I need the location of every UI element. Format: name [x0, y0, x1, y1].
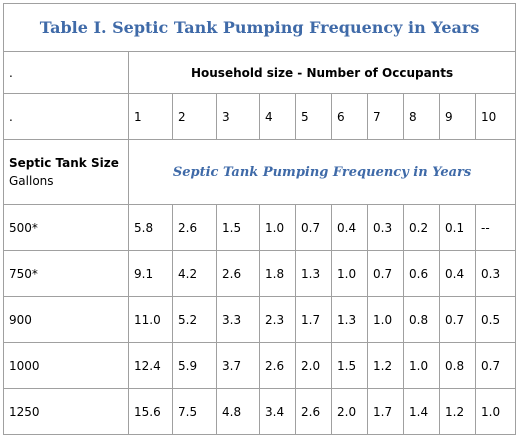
frequency-cell: 7.5: [172, 388, 217, 435]
frequency-cell: 0.7: [439, 296, 476, 343]
frequency-cell: 1.0: [474, 388, 517, 435]
frequency-cell: 1.0: [331, 250, 368, 297]
table-row: 750* 9.1 4.2 2.6 1.8 1.3 1.0 0.7 0.6 0.4…: [3, 250, 517, 297]
title-row: Table I. Septic Tank Pumping Frequency i…: [2, 3, 517, 52]
household-header-row: . Household size - Number of Occupants: [3, 51, 517, 94]
occupant-count-cell: 4: [259, 93, 296, 140]
tank-size-cell: 1000: [3, 342, 129, 389]
tank-size-cell: 1250: [3, 388, 129, 435]
size-header-row: Septic Tank Size Gallons Septic Tank Pum…: [3, 139, 517, 205]
gallons-label: Gallons: [9, 174, 54, 188]
pumping-frequency-table-wrapper: Table I. Septic Tank Pumping Frequency i…: [2, 3, 517, 435]
frequency-cell: --: [474, 204, 517, 251]
tank-size-cell: 500*: [3, 204, 129, 251]
frequency-cell: 1.5: [216, 204, 260, 251]
frequency-cell: 0.7: [367, 250, 404, 297]
occupants-dot-cell: .: [3, 93, 129, 140]
frequency-cell: 3.4: [259, 388, 296, 435]
frequency-cell: 1.3: [295, 250, 332, 297]
occupant-count-cell: 3: [216, 93, 260, 140]
frequency-cell: 2.6: [216, 250, 260, 297]
occupant-count-cell: 2: [172, 93, 217, 140]
frequency-cell: 0.3: [367, 204, 404, 251]
frequency-cell: 0.3: [474, 250, 517, 297]
table-row: 900 11.0 5.2 3.3 2.3 1.7 1.3 1.0 0.8 0.7…: [3, 296, 517, 343]
frequency-cell: 15.6: [128, 388, 173, 435]
frequency-cell: 0.2: [403, 204, 440, 251]
table-row: 1250 15.6 7.5 4.8 3.4 2.6 2.0 1.7 1.4 1.…: [3, 388, 517, 435]
frequency-cell: 1.5: [331, 342, 368, 389]
occupant-count-cell: 5: [295, 93, 332, 140]
frequency-cell: 0.8: [403, 296, 440, 343]
frequency-cell: 0.7: [295, 204, 332, 251]
frequency-cell: 1.8: [259, 250, 296, 297]
frequency-cell: 4.8: [216, 388, 260, 435]
frequency-cell: 0.4: [439, 250, 476, 297]
frequency-cell: 1.2: [439, 388, 476, 435]
frequency-cell: 1.7: [295, 296, 332, 343]
table-title: Table I. Septic Tank Pumping Frequency i…: [2, 3, 517, 52]
occupant-count-cell: 8: [403, 93, 440, 140]
table-row: 500* 5.8 2.6 1.5 1.0 0.7 0.4 0.3 0.2 0.1…: [3, 204, 517, 251]
occupant-count-cell: 1: [128, 93, 173, 140]
household-size-label: Household size - Number of Occupants: [127, 51, 517, 94]
frequency-cell: 0.6: [403, 250, 440, 297]
frequency-cell: 2.6: [295, 388, 332, 435]
frequency-cell: 1.3: [331, 296, 368, 343]
pumping-frequency-table: Table I. Septic Tank Pumping Frequency i…: [2, 3, 517, 435]
tank-size-header: Septic Tank Size Gallons: [3, 139, 129, 205]
frequency-cell: 5.9: [172, 342, 217, 389]
frequency-label: Septic Tank Pumping Frequency in Years: [127, 139, 517, 205]
tank-size-cell: 750*: [3, 250, 129, 297]
occupant-count-cell: 7: [367, 93, 404, 140]
header-dot-cell: .: [3, 51, 129, 94]
frequency-cell: 1.0: [403, 342, 440, 389]
frequency-cell: 5.8: [128, 204, 173, 251]
frequency-cell: 0.4: [331, 204, 368, 251]
frequency-cell: 5.2: [172, 296, 217, 343]
frequency-cell: 11.0: [128, 296, 173, 343]
frequency-cell: 0.1: [439, 204, 476, 251]
frequency-cell: 1.4: [403, 388, 440, 435]
frequency-cell: 0.8: [439, 342, 476, 389]
frequency-cell: 0.7: [474, 342, 517, 389]
tank-size-cell: 900: [3, 296, 129, 343]
frequency-cell: 2.0: [295, 342, 332, 389]
frequency-cell: 3.3: [216, 296, 260, 343]
frequency-cell: 2.6: [259, 342, 296, 389]
frequency-cell: 1.0: [259, 204, 296, 251]
frequency-cell: 0.5: [474, 296, 517, 343]
table-row: 1000 12.4 5.9 3.7 2.6 2.0 1.5 1.2 1.0 0.…: [3, 342, 517, 389]
frequency-cell: 2.6: [172, 204, 217, 251]
frequency-cell: 1.2: [367, 342, 404, 389]
frequency-cell: 1.7: [367, 388, 404, 435]
frequency-cell: 9.1: [128, 250, 173, 297]
occupants-header-row: . 1 2 3 4 5 6 7 8 9 10: [3, 93, 517, 140]
occupant-count-cell: 6: [331, 93, 368, 140]
frequency-cell: 1.0: [367, 296, 404, 343]
frequency-cell: 3.7: [216, 342, 260, 389]
tank-size-label: Septic Tank Size: [9, 156, 119, 170]
frequency-cell: 12.4: [128, 342, 173, 389]
occupant-count-cell: 10: [474, 93, 517, 140]
occupant-count-cell: 9: [439, 93, 476, 140]
frequency-cell: 4.2: [172, 250, 217, 297]
frequency-cell: 2.3: [259, 296, 296, 343]
frequency-cell: 2.0: [331, 388, 368, 435]
